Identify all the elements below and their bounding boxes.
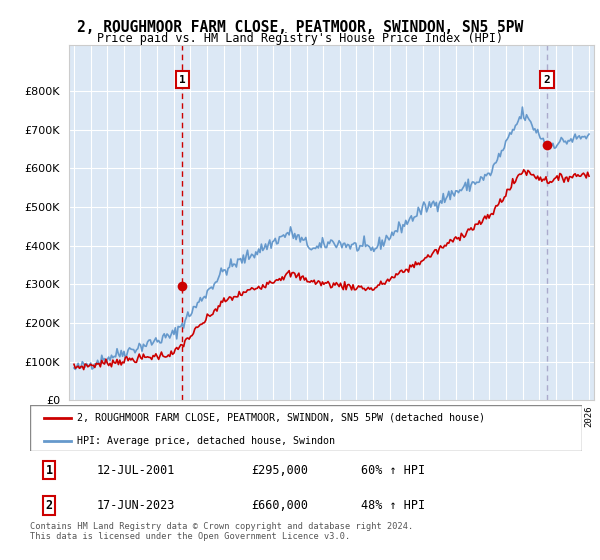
Text: 48% ↑ HPI: 48% ↑ HPI <box>361 499 425 512</box>
Text: 2: 2 <box>544 74 550 85</box>
Text: 1: 1 <box>179 74 186 85</box>
Text: 1: 1 <box>46 464 53 477</box>
Text: 2: 2 <box>46 499 53 512</box>
Text: Contains HM Land Registry data © Crown copyright and database right 2024.
This d: Contains HM Land Registry data © Crown c… <box>30 522 413 542</box>
Text: 12-JUL-2001: 12-JUL-2001 <box>96 464 175 477</box>
Text: 2, ROUGHMOOR FARM CLOSE, PEATMOOR, SWINDON, SN5 5PW: 2, ROUGHMOOR FARM CLOSE, PEATMOOR, SWIND… <box>77 20 523 35</box>
Text: HPI: Average price, detached house, Swindon: HPI: Average price, detached house, Swin… <box>77 436 335 446</box>
Text: £660,000: £660,000 <box>251 499 308 512</box>
Text: 17-JUN-2023: 17-JUN-2023 <box>96 499 175 512</box>
Text: Price paid vs. HM Land Registry's House Price Index (HPI): Price paid vs. HM Land Registry's House … <box>97 32 503 45</box>
Text: £295,000: £295,000 <box>251 464 308 477</box>
Text: 60% ↑ HPI: 60% ↑ HPI <box>361 464 425 477</box>
Text: 2, ROUGHMOOR FARM CLOSE, PEATMOOR, SWINDON, SN5 5PW (detached house): 2, ROUGHMOOR FARM CLOSE, PEATMOOR, SWIND… <box>77 413 485 423</box>
